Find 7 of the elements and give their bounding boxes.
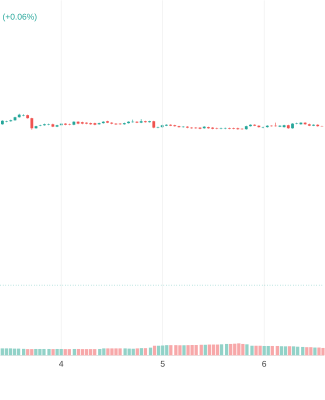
candlestick <box>30 117 34 130</box>
x-tick-label: 4 <box>59 360 64 367</box>
x-tick-label: 6 <box>262 360 266 367</box>
candlestick <box>156 126 160 129</box>
candlestick <box>85 122 88 125</box>
x-tick-label: 5 <box>160 360 165 367</box>
text: (+0.06%) <box>3 13 37 22</box>
